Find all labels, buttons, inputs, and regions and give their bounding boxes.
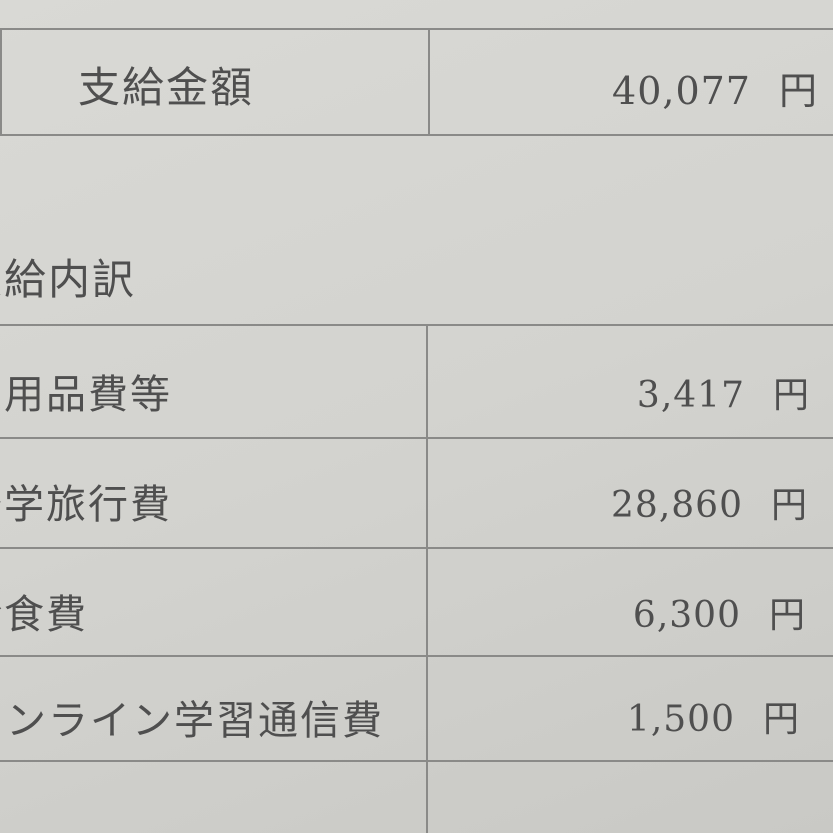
divider xyxy=(0,28,833,30)
amount-value: 1,500 xyxy=(626,699,735,740)
divider xyxy=(0,655,833,657)
amount-value: 28,860 xyxy=(611,485,743,526)
row-label: オンライン学習通信費 xyxy=(0,698,384,744)
unit: 円 xyxy=(770,485,808,526)
divider xyxy=(0,547,833,549)
amount-value: 3,417 xyxy=(636,375,745,416)
unit: 円 xyxy=(778,69,818,113)
divider xyxy=(428,28,430,136)
row-amount: 3,417 円 xyxy=(450,366,810,418)
row-amount: 28,860 円 xyxy=(448,476,808,528)
row-amount: 1,500 円 xyxy=(440,690,800,742)
summary-amount: 40,077 円 xyxy=(458,60,818,115)
row-label: 修学旅行費 xyxy=(0,482,172,528)
breakdown-title: 支給内訳 xyxy=(0,255,137,304)
divider xyxy=(0,134,833,136)
summary-label: 支給金額 xyxy=(78,63,255,112)
amount-value: 6,300 xyxy=(632,595,741,636)
divider xyxy=(426,324,428,833)
amount-value: 40,077 xyxy=(612,69,751,113)
row-label: 学用品費等 xyxy=(0,372,172,418)
row-amount: 6,300 円 xyxy=(446,586,806,638)
divider xyxy=(0,760,833,762)
unit: 円 xyxy=(772,375,810,416)
divider xyxy=(0,28,2,136)
row-label: 給食費 xyxy=(0,592,88,638)
divider xyxy=(0,437,833,439)
unit: 円 xyxy=(762,699,800,740)
divider xyxy=(0,324,833,326)
unit: 円 xyxy=(768,595,806,636)
